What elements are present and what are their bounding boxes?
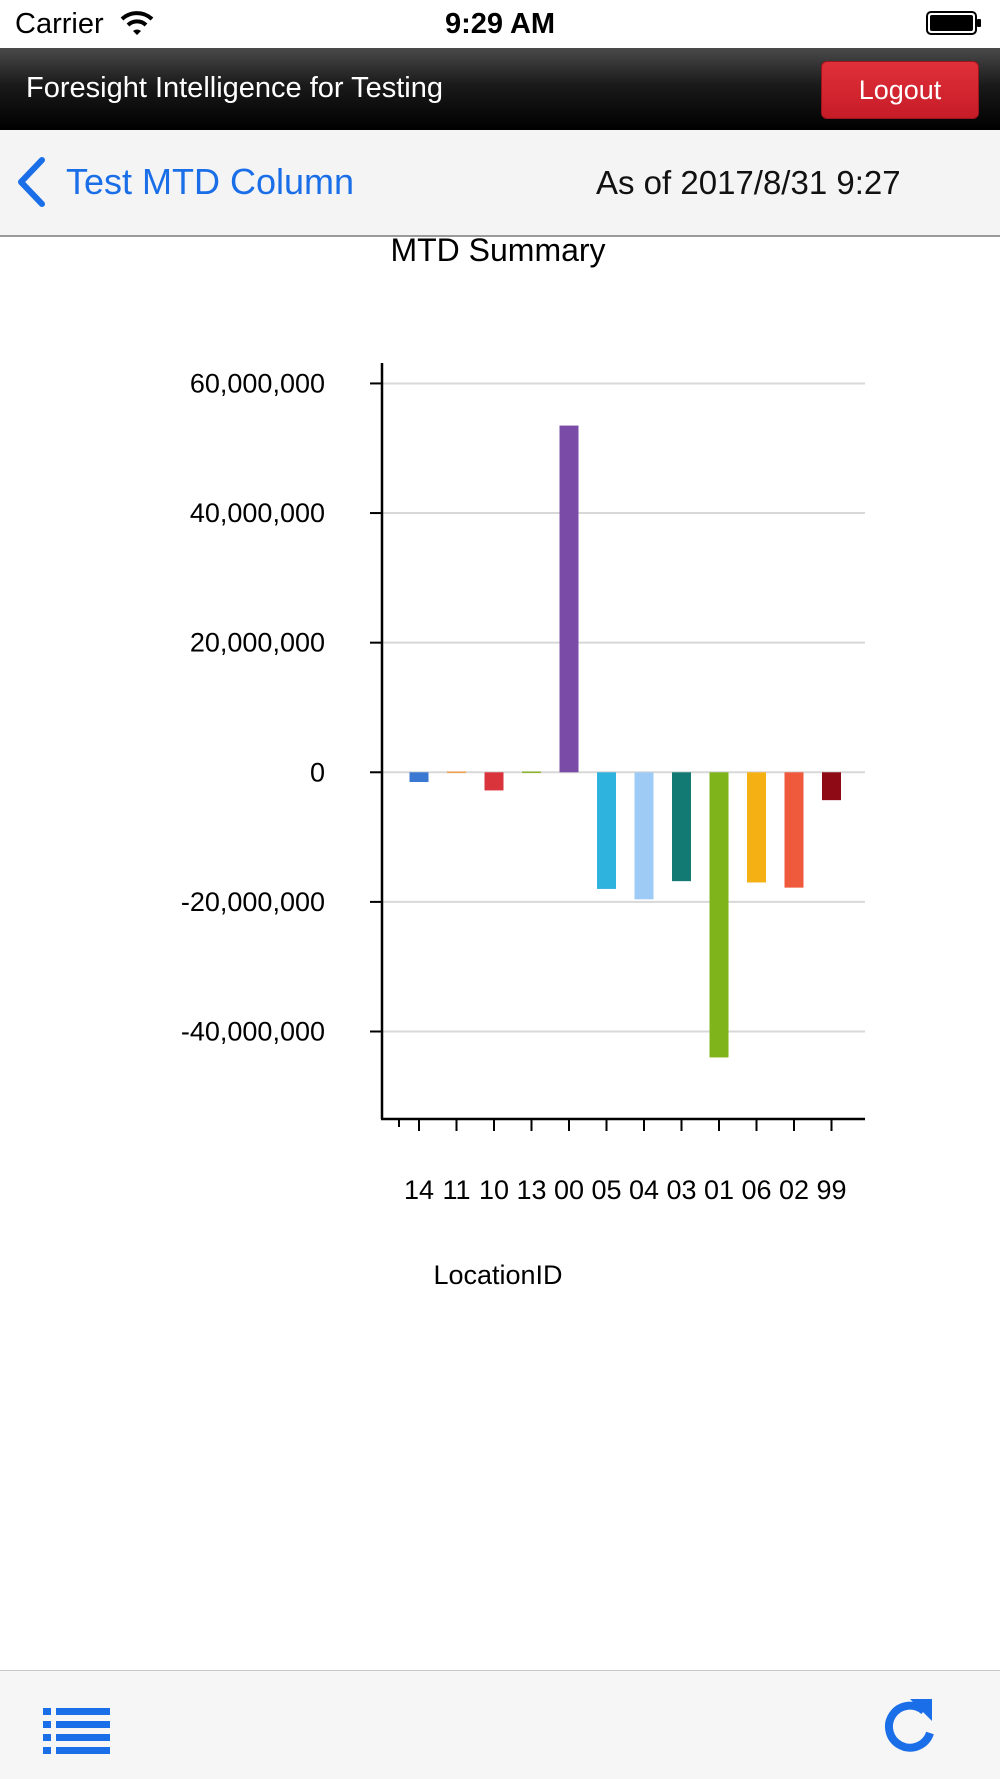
bottom-toolbar [0, 1670, 1000, 1779]
bar-06 [747, 772, 766, 883]
bar-02 [784, 772, 804, 888]
bar-11 [447, 771, 466, 774]
bar-03 [672, 772, 691, 882]
y-tick-label: -40,000,000 [181, 1017, 325, 1047]
chevron-left-icon [18, 157, 45, 207]
battery-icon [926, 11, 981, 35]
bar-00 [559, 425, 579, 773]
y-axis-ticks: 60,000,000 40,000,000 20,000,000 0 -20,000,0… [181, 368, 382, 1047]
y-tick-label: 0 [310, 757, 325, 787]
refresh-icon[interactable] [880, 1695, 938, 1755]
list-menu-icon[interactable] [42, 1706, 112, 1756]
y-tick-label: -20,000,000 [181, 887, 325, 917]
chart-title: MTD Summary [390, 237, 605, 268]
status-bar: Carrier 9:29 AM [0, 0, 1000, 48]
x-tick-label: 05 [591, 1175, 621, 1205]
bar-10 [484, 772, 504, 791]
x-tick-label: 00 [554, 1175, 584, 1205]
chart-gridlines [382, 382, 865, 1033]
x-tick-label: 01 [704, 1175, 734, 1205]
x-tick-label: 03 [666, 1175, 696, 1205]
x-tick-label: 02 [779, 1175, 809, 1205]
x-axis-ticks: 14 11 10 13 00 05 04 03 01 06 02 99 [398, 1119, 847, 1205]
back-button[interactable]: Test MTD Column [14, 154, 354, 210]
x-tick-label: 14 [404, 1175, 434, 1205]
wifi-icon [120, 11, 154, 35]
x-tick-label: 06 [741, 1175, 771, 1205]
y-tick-label: 40,000,000 [190, 498, 325, 528]
bar-04 [634, 772, 654, 900]
page-title: Test MTD Column [66, 161, 355, 202]
logout-button[interactable]: Logout [821, 61, 979, 119]
bar-99 [822, 772, 841, 801]
y-tick-label: 60,000,000 [190, 368, 325, 398]
x-axis-label: LocationID [433, 1260, 562, 1290]
chart-axes [380, 363, 865, 1121]
chart-bars [409, 425, 841, 1058]
bar-13 [522, 771, 541, 774]
x-tick-label: 10 [479, 1175, 509, 1205]
x-tick-label: 13 [516, 1175, 546, 1205]
nav-bar: Test MTD Column As of 2017/8/31 9:27 [0, 130, 1000, 237]
x-tick-label: 11 [442, 1175, 470, 1205]
carrier-label: Carrier [15, 8, 104, 40]
bar-14 [409, 772, 429, 783]
bar-01 [709, 772, 729, 1058]
bar-05 [597, 772, 616, 889]
mtd-summary-chart: MTD Summary 60,000,000 40,000,000 20,000,0… [181, 237, 865, 1290]
clock: 9:29 AM [444, 8, 556, 40]
as-of-timestamp: As of 2017/8/31 9:27 [596, 164, 901, 201]
app-title: Foresight Intelligence for Testing [26, 72, 443, 104]
x-tick-label: 04 [629, 1175, 659, 1205]
x-tick-label: 99 [816, 1175, 846, 1205]
app-header: Foresight Intelligence for Testing Logou… [0, 48, 1000, 130]
y-tick-label: 20,000,000 [190, 628, 325, 658]
